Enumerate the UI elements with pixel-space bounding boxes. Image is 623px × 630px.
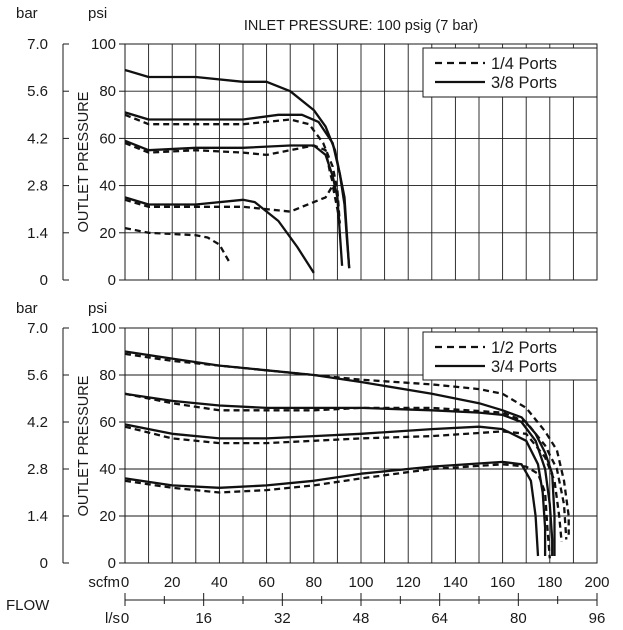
- ls-tick-label: 64: [431, 610, 448, 627]
- top-series-dashed-1: [124, 184, 341, 224]
- top-series-dashed-2: [124, 142, 337, 191]
- scfm-tick-label: 200: [584, 574, 609, 591]
- bottom-bar-unit: bar: [16, 300, 38, 317]
- top-psi-tick-label: 80: [99, 83, 116, 100]
- bottom-series-dashed-2: [124, 392, 568, 540]
- bottom-ylabel: OUTLET PRESSURE: [76, 375, 92, 516]
- top-psi-tick-label: 60: [99, 130, 116, 147]
- bottom-bar-tick-label: 7.0: [27, 320, 48, 337]
- bottom-series-dashed-0: [124, 463, 551, 559]
- top-series-solid-7: [124, 68, 351, 269]
- top-psi-tick-label: 40: [99, 178, 116, 195]
- bottom-bar-tick-label: 0: [40, 555, 48, 572]
- top-series-solid-6: [124, 111, 351, 269]
- top-bar-tick-label: 2.8: [27, 178, 48, 195]
- scfm-tick-label: 120: [396, 574, 421, 591]
- top-bar-tick-label: 4.2: [27, 130, 48, 147]
- scfm-tick-label: 0: [121, 574, 129, 591]
- scfm-unit: scfm: [88, 574, 120, 591]
- ls-tick-label: 80: [510, 610, 527, 627]
- bottom-psi-tick-label: 0: [108, 555, 116, 572]
- top-legend: [422, 47, 598, 98]
- top-bar-tick-label: 7.0: [27, 36, 48, 53]
- scfm-tick-label: 160: [490, 574, 515, 591]
- top-series-solid-4: [124, 196, 315, 274]
- scfm-tick-label: 20: [164, 574, 181, 591]
- bottom-legend-label-0: 1/2 Ports: [491, 339, 557, 357]
- top-bar-unit: bar: [16, 5, 38, 22]
- bottom-legend: [422, 331, 598, 381]
- bottom-psi-tick-label: 60: [99, 414, 116, 431]
- ls-tick-label: 0: [121, 610, 129, 627]
- bottom-psi-tick-label: 40: [99, 461, 116, 478]
- top-bar-tick-label: 1.4: [27, 225, 48, 242]
- scfm-tick-label: 40: [211, 574, 228, 591]
- bottom-bar-tick-label: 1.4: [27, 508, 48, 525]
- flow-axis: 0 20 40 60 80 100 120 140 160 180 200 0 16 32 48 64 80 96: [121, 574, 610, 627]
- top-psi-unit: psi: [88, 5, 107, 22]
- bottom-bar-tick-label: 4.2: [27, 414, 48, 431]
- bottom-psi-tick-label: 20: [99, 508, 116, 525]
- bottom-series-dashed-1: [124, 425, 563, 543]
- flow-label: FLOW: [6, 597, 50, 614]
- bottom-bar-tick-label: 5.6: [27, 367, 48, 384]
- ls-unit: l/s: [105, 610, 120, 627]
- scfm-tick-label: 180: [537, 574, 562, 591]
- top-ylabel: OUTLET PRESSURE: [76, 91, 92, 232]
- ls-tick-label: 48: [353, 610, 370, 627]
- top-title: INLET PRESSURE: 100 psig (7 bar): [244, 18, 478, 34]
- top-psi-tick-label: 100: [91, 36, 116, 53]
- top-bar-tick-label: 5.6: [27, 83, 48, 100]
- scfm-tick-label: 60: [258, 574, 275, 591]
- scfm-tick-label: 100: [348, 574, 373, 591]
- top-series-dashed-3: [124, 113, 341, 224]
- top-legend-label-0: 1/4 Ports: [491, 55, 557, 73]
- top-panel: 0 20 40 60 80 100 0 1.4 2.8 4.2 5.6 7.0 1/4 Ports3/8…: [27, 36, 598, 289]
- bottom-psi-tick-label: 80: [99, 367, 116, 384]
- bottom-series-solid-7: [124, 350, 556, 556]
- scfm-tick-label: 140: [443, 574, 468, 591]
- top-legend-label-1: 3/8 Ports: [491, 74, 557, 92]
- top-bar-tick-label: 0: [40, 272, 48, 289]
- top-series-solid-5: [124, 139, 344, 266]
- top-psi-tick-label: 0: [108, 272, 116, 289]
- top-series-dashed-0: [124, 226, 230, 262]
- ls-tick-label: 32: [274, 610, 291, 627]
- bottom-legend-label-1: 3/4 Ports: [491, 358, 557, 376]
- top-psi-tick-label: 20: [99, 225, 116, 242]
- bottom-psi-unit: psi: [88, 300, 107, 317]
- ls-tick-label: 96: [589, 610, 606, 627]
- bottom-series-solid-4: [124, 460, 540, 557]
- bottom-psi-tick-label: 100: [91, 320, 116, 337]
- bottom-series-solid-5: [124, 423, 547, 556]
- bottom-bar-tick-label: 2.8: [27, 461, 48, 478]
- scfm-tick-label: 80: [305, 574, 322, 591]
- bottom-panel: 0 20 40 60 80 100 0 1.4 2.8 4.2 5.6 7.0 1/2 Ports3/4…: [27, 320, 598, 572]
- bottom-series-solid-6: [124, 392, 554, 556]
- ls-tick-label: 16: [195, 610, 212, 627]
